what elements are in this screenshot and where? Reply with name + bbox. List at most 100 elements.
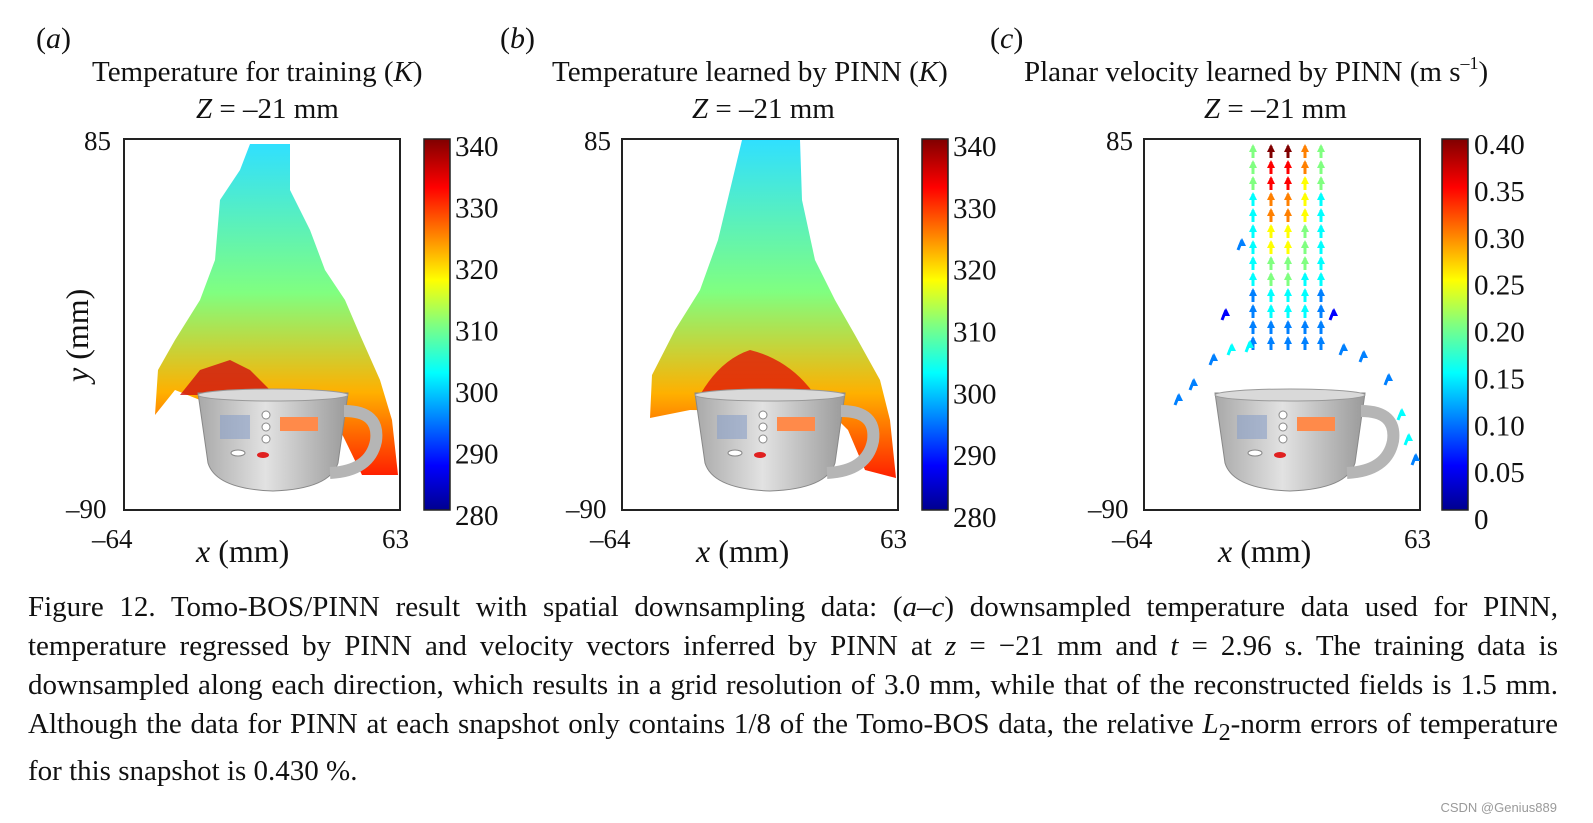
colorbar-tick-label: 0.35 bbox=[1474, 176, 1525, 208]
panel-c-xmax: 63 bbox=[1404, 524, 1431, 554]
velocity-arrowhead bbox=[1249, 224, 1257, 232]
colorbar-tick-label: 290 bbox=[953, 440, 997, 472]
colorbar-tick-label: 0.40 bbox=[1474, 129, 1525, 161]
panel-b-xlabel: x (mm) bbox=[695, 533, 789, 569]
panel-b-letter: b bbox=[510, 22, 525, 55]
velocity-arrowhead bbox=[1249, 304, 1257, 312]
panel-c-ymax: 85 bbox=[1106, 126, 1133, 156]
velocity-arrowhead bbox=[1301, 272, 1309, 280]
panel-b-colorbar-ticks: 340 330 320 310 300 290 280 bbox=[953, 131, 997, 534]
svg-text:(c): (c) bbox=[990, 22, 1023, 55]
panel-b-colorbar bbox=[921, 138, 949, 511]
velocity-arrowhead bbox=[1301, 336, 1309, 344]
colorbar-tick-label: 0.10 bbox=[1474, 410, 1525, 442]
velocity-arrowhead bbox=[1317, 288, 1325, 296]
velocity-arrowhead bbox=[1284, 272, 1292, 280]
velocity-arrowhead bbox=[1246, 340, 1254, 348]
velocity-arrowhead bbox=[1267, 144, 1275, 152]
watermark: CSDN @Genius889 bbox=[1440, 800, 1557, 815]
velocity-arrowhead bbox=[1284, 224, 1292, 232]
velocity-arrowhead bbox=[1317, 224, 1325, 232]
velocity-arrowhead bbox=[1267, 192, 1275, 200]
panel-b-ymax: 85 bbox=[584, 126, 611, 156]
velocity-arrowhead bbox=[1267, 176, 1275, 184]
colorbar-tick-label: 0.05 bbox=[1474, 457, 1525, 489]
velocity-arrowhead bbox=[1340, 343, 1348, 351]
colorbar-tick-label: 310 bbox=[455, 316, 499, 348]
colorbar-tick-label: 290 bbox=[455, 439, 499, 471]
colorbar-tick-label: 0.15 bbox=[1474, 363, 1525, 395]
colorbar-tick-label: 300 bbox=[455, 377, 499, 409]
velocity-arrowhead bbox=[1267, 336, 1275, 344]
velocity-arrowhead bbox=[1228, 343, 1236, 351]
svg-text:(a): (a) bbox=[36, 22, 71, 55]
colorbar-tick-label: 340 bbox=[953, 131, 997, 163]
velocity-arrowhead bbox=[1267, 320, 1275, 328]
panel-a-subtitle: Z = –21 mm bbox=[196, 93, 339, 125]
velocity-arrowhead bbox=[1317, 240, 1325, 248]
panel-a-ymax: 85 bbox=[84, 126, 111, 156]
velocity-arrowhead bbox=[1301, 320, 1309, 328]
velocity-arrowhead bbox=[1190, 378, 1198, 386]
velocity-arrowhead bbox=[1249, 240, 1257, 248]
velocity-arrowhead bbox=[1301, 224, 1309, 232]
colorbar-tick-label: 340 bbox=[455, 131, 499, 163]
velocity-arrowhead bbox=[1301, 192, 1309, 200]
panel-b: (b) Temperature learned by PINN (K) Z = … bbox=[500, 22, 997, 569]
velocity-arrowhead bbox=[1267, 272, 1275, 280]
velocity-arrowhead bbox=[1301, 256, 1309, 264]
panel-c-colorbar bbox=[1441, 138, 1469, 511]
velocity-arrowhead bbox=[1284, 176, 1292, 184]
panel-a-xlabel: x (mm) bbox=[195, 533, 289, 569]
svg-text:(b): (b) bbox=[500, 22, 535, 55]
panel-a-title: Temperature for training (K) bbox=[92, 56, 423, 88]
panel-c-letter: c bbox=[1000, 22, 1013, 55]
panel-c-subtitle: Z = –21 mm bbox=[1204, 93, 1347, 125]
panel-b-xmin: –64 bbox=[589, 524, 631, 554]
velocity-arrowhead bbox=[1301, 240, 1309, 248]
velocity-arrowhead bbox=[1317, 192, 1325, 200]
velocity-arrowhead bbox=[1317, 256, 1325, 264]
colorbar-tick-label: 0 bbox=[1474, 504, 1489, 536]
panel-b-subtitle: Z = –21 mm bbox=[692, 93, 835, 125]
panel-a-ylabel: y (mm) bbox=[59, 289, 95, 385]
velocity-arrowhead bbox=[1249, 192, 1257, 200]
velocity-arrowhead bbox=[1317, 208, 1325, 216]
velocity-arrowhead bbox=[1267, 288, 1275, 296]
velocity-arrowhead bbox=[1301, 160, 1309, 168]
velocity-arrowhead bbox=[1301, 304, 1309, 312]
colorbar-tick-label: 0.25 bbox=[1474, 270, 1525, 302]
velocity-arrowhead bbox=[1317, 304, 1325, 312]
velocity-arrowhead bbox=[1249, 256, 1257, 264]
velocity-arrowhead bbox=[1249, 176, 1257, 184]
panel-b-title: Temperature learned by PINN (K) bbox=[552, 56, 948, 88]
colorbar-tick-label: 310 bbox=[953, 317, 997, 349]
colorbar-tick-label: 330 bbox=[953, 193, 997, 225]
velocity-arrowhead bbox=[1317, 320, 1325, 328]
velocity-arrowhead bbox=[1249, 160, 1257, 168]
velocity-arrowhead bbox=[1249, 144, 1257, 152]
velocity-arrowhead bbox=[1284, 144, 1292, 152]
velocity-arrowhead bbox=[1249, 288, 1257, 296]
panel-c-colorbar-ticks: 0.40 0.35 0.30 0.25 0.20 0.15 0.10 0.05 0 bbox=[1474, 129, 1525, 536]
velocity-arrowhead bbox=[1284, 208, 1292, 216]
colorbar-tick-label: 300 bbox=[953, 378, 997, 410]
panel-a-xmax: 63 bbox=[382, 524, 409, 554]
figure-12: (a) Temperature for training (K) Z = –21… bbox=[36, 22, 1525, 569]
velocity-arrowhead bbox=[1249, 320, 1257, 328]
panel-b-ymin: –90 bbox=[565, 494, 607, 524]
velocity-arrowhead bbox=[1267, 256, 1275, 264]
velocity-arrowhead bbox=[1284, 304, 1292, 312]
velocity-arrowhead bbox=[1317, 176, 1325, 184]
panel-b-xmax: 63 bbox=[880, 524, 907, 554]
velocity-arrowhead bbox=[1284, 240, 1292, 248]
panel-c-xmin: –64 bbox=[1111, 524, 1153, 554]
velocity-arrowhead bbox=[1317, 160, 1325, 168]
panel-c-title: Planar velocity learned by PINN (m s–1) bbox=[1024, 53, 1488, 88]
velocity-arrowhead bbox=[1267, 240, 1275, 248]
colorbar-tick-label: 330 bbox=[455, 193, 499, 225]
panel-a-letter: a bbox=[46, 22, 61, 55]
velocity-arrowhead bbox=[1284, 256, 1292, 264]
colorbar-tick-label: 0.20 bbox=[1474, 317, 1525, 349]
velocity-arrowhead bbox=[1284, 160, 1292, 168]
